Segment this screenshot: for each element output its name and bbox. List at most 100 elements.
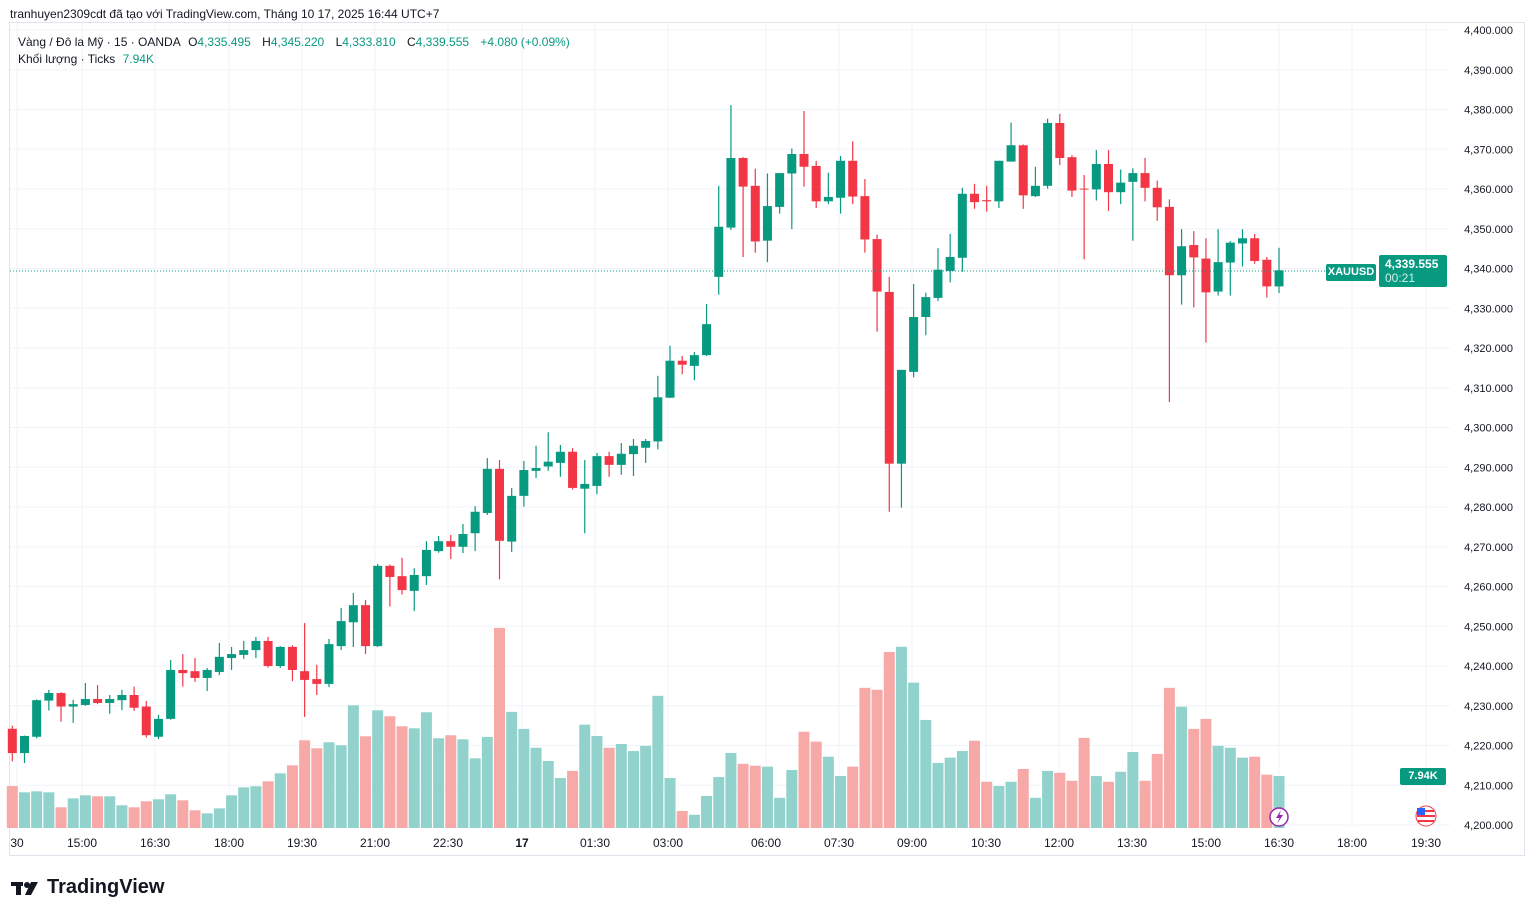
x-tick-label: 22:30 bbox=[433, 836, 463, 850]
candle-body bbox=[275, 646, 285, 666]
candle-body bbox=[811, 165, 821, 202]
candle-body bbox=[1152, 187, 1162, 208]
candle bbox=[214, 642, 224, 676]
tradingview-logo-icon bbox=[11, 881, 38, 895]
y-tick-label: 4,290.000 bbox=[1464, 462, 1513, 474]
candle bbox=[348, 592, 358, 647]
volume-bar bbox=[445, 735, 457, 828]
volume-bar bbox=[1163, 687, 1175, 828]
candle-body bbox=[1091, 163, 1101, 190]
candle bbox=[373, 563, 383, 647]
candle-body bbox=[860, 196, 870, 240]
candle-body bbox=[677, 360, 687, 365]
candle-body bbox=[202, 669, 212, 678]
y-tick-label: 4,220.000 bbox=[1464, 741, 1513, 753]
candle bbox=[44, 689, 54, 711]
volume-bar bbox=[615, 743, 627, 828]
candle bbox=[945, 233, 955, 283]
candle-body bbox=[166, 669, 176, 719]
candle bbox=[482, 458, 492, 515]
volume-label[interactable]: Khối lượng · Ticks bbox=[18, 52, 116, 66]
volume-bar bbox=[1224, 747, 1236, 828]
volume-bar bbox=[920, 719, 932, 828]
candle-body bbox=[1079, 188, 1089, 190]
candle-body bbox=[214, 656, 224, 672]
candle-body bbox=[787, 154, 797, 174]
candle-body bbox=[1018, 145, 1028, 196]
candle-body bbox=[397, 576, 407, 591]
candle bbox=[714, 185, 724, 295]
candle-body bbox=[93, 698, 103, 703]
y-tick-label: 4,280.000 bbox=[1464, 502, 1513, 514]
candle bbox=[80, 683, 90, 706]
candle-body bbox=[641, 441, 651, 448]
candle-body bbox=[361, 605, 371, 647]
y-tick-label: 4,270.000 bbox=[1464, 542, 1513, 554]
candle bbox=[799, 111, 809, 187]
candle bbox=[823, 172, 833, 205]
volume-bar bbox=[140, 801, 152, 828]
candle-body bbox=[1043, 123, 1053, 186]
volume-bar bbox=[956, 751, 968, 828]
volume-bar bbox=[1005, 781, 1017, 828]
x-tick-label: 21:00 bbox=[360, 836, 390, 850]
candle bbox=[689, 351, 699, 381]
tradingview-logo[interactable]: TradingView bbox=[11, 876, 164, 899]
candle bbox=[909, 284, 919, 378]
volume-bar bbox=[993, 786, 1005, 828]
candle-body bbox=[251, 640, 261, 651]
volume-bar bbox=[1249, 756, 1261, 828]
candle-body bbox=[1128, 173, 1138, 182]
candle-body bbox=[458, 534, 468, 547]
volume-bar bbox=[128, 807, 140, 828]
volume-bars bbox=[6, 627, 1285, 828]
volume-bar bbox=[713, 777, 725, 828]
symbol-description[interactable]: Vàng / Đô la Mỹ · 15 · OANDA bbox=[18, 35, 181, 49]
x-tick-label: 03:00 bbox=[653, 836, 683, 850]
candle bbox=[555, 444, 565, 477]
candle bbox=[202, 667, 212, 692]
volume-bar bbox=[420, 712, 432, 828]
time-axis: 30 15:00 16:30 18:00 19:30 21:00 22:30 17 01:30 0… bbox=[10, 836, 1441, 850]
volume-bar bbox=[1029, 797, 1041, 828]
candle-body bbox=[762, 206, 772, 241]
candle bbox=[1225, 241, 1235, 296]
candle-body bbox=[884, 291, 894, 464]
volume-bar bbox=[981, 781, 993, 828]
us-flag-icon[interactable] bbox=[1415, 805, 1437, 827]
volume-bar bbox=[676, 811, 688, 828]
volume-bar bbox=[1017, 768, 1029, 828]
price-axis: 4,400.000 4,390.000 4,380.000 4,370.000 4,36… bbox=[1464, 25, 1513, 832]
candle-body bbox=[1067, 157, 1077, 191]
candle-body bbox=[726, 157, 736, 228]
volume-bar bbox=[1212, 745, 1224, 828]
volume-bar bbox=[1273, 775, 1285, 828]
candle-body bbox=[1116, 182, 1126, 193]
candle bbox=[93, 685, 103, 705]
volume-bar bbox=[1115, 771, 1127, 828]
x-tick-label: 18:00 bbox=[1337, 836, 1367, 850]
candle-body bbox=[519, 470, 529, 496]
y-tick-label: 4,390.000 bbox=[1464, 65, 1513, 77]
volume-bar bbox=[1200, 718, 1212, 828]
lightning-icon[interactable] bbox=[1269, 807, 1289, 827]
candle bbox=[994, 160, 1004, 209]
volume-bar bbox=[1176, 706, 1188, 828]
candle bbox=[458, 524, 468, 554]
volume-bar bbox=[859, 687, 871, 828]
candle-body bbox=[287, 646, 297, 670]
volume-bar bbox=[688, 814, 700, 828]
candle-body bbox=[56, 693, 66, 707]
candle-body bbox=[604, 456, 614, 465]
candle-body bbox=[178, 669, 188, 674]
candle-body bbox=[1201, 258, 1211, 293]
candle-body bbox=[1274, 270, 1284, 287]
x-tick-label: 30 bbox=[10, 836, 24, 850]
volume-bar bbox=[749, 765, 761, 828]
candle-body bbox=[7, 728, 17, 754]
candle bbox=[361, 600, 371, 655]
close-label: C bbox=[406, 35, 416, 49]
high-label: H bbox=[262, 35, 271, 49]
volume-bar bbox=[250, 786, 262, 828]
